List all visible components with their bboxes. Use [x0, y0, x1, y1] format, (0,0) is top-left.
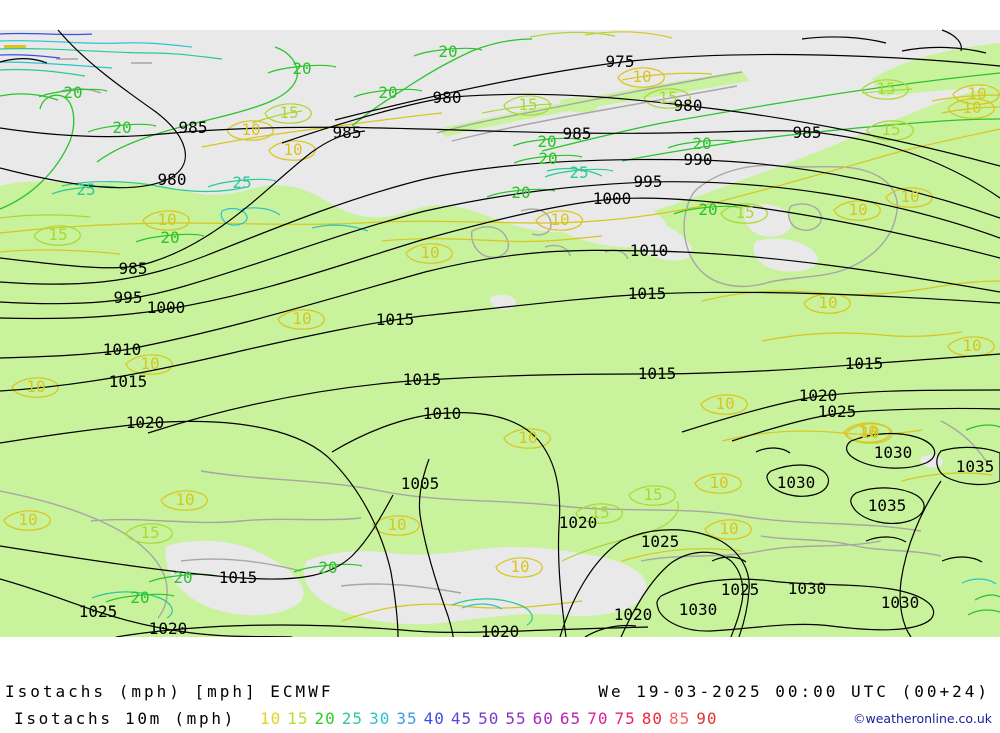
- isotach-contour: [495, 557, 543, 578]
- isotach-contour: [353, 88, 423, 98]
- isotach-contour: [207, 178, 277, 188]
- isotach-contour: [845, 423, 893, 444]
- isotach-contour: [267, 64, 337, 74]
- legend-scale-value: 35: [396, 709, 418, 728]
- isotach-contour: [866, 120, 914, 141]
- isotach-contour: [720, 203, 768, 224]
- isotach-contour: [833, 200, 881, 221]
- isotach-contour: [264, 103, 312, 124]
- isotach-contour: [135, 233, 205, 243]
- isotach-contour: [700, 394, 748, 415]
- isotach-blobs: [3, 47, 1000, 603]
- product-title: Isotachs (mph) [mph] ECMWF: [5, 682, 334, 701]
- legend-scale-value: 45: [450, 709, 473, 728]
- isotach-contour: [503, 95, 551, 116]
- calm-holes: [165, 186, 944, 625]
- isotach-contour: [513, 154, 583, 164]
- isotach-contour: [861, 79, 909, 100]
- legend-scale-value: 10: [260, 709, 282, 728]
- isotach-contour: [952, 84, 1000, 105]
- isotach-contour: [277, 309, 325, 330]
- isotach-contour: [413, 47, 483, 57]
- isotach-lines-25: [0, 47, 603, 626]
- legend-scale-value: 80: [641, 709, 663, 728]
- isotach-contour: [643, 88, 691, 109]
- isotach-contour: [535, 210, 583, 231]
- isotach-contour: [11, 377, 59, 398]
- isotach-contour: [226, 120, 274, 141]
- isotach-lines-35: [0, 32, 93, 59]
- legend-scale-value: 70: [587, 709, 609, 728]
- isotach-lines-30: [0, 39, 997, 610]
- legend-scale-value: 75: [614, 709, 636, 728]
- legend-scale-value: 65: [559, 709, 582, 728]
- weather-map: 975 980 980 980 985 985 985 985 990 995 1000 985 995…: [0, 29, 1000, 640]
- legend-scale-value: 25: [341, 709, 364, 728]
- weather-map-svg: [0, 29, 1000, 637]
- isotach-contour: [544, 168, 614, 178]
- isotach-contour: [947, 98, 995, 119]
- isotach-contour: [667, 139, 737, 149]
- isotach-contour: [694, 473, 742, 494]
- isotach-contour: [503, 428, 551, 449]
- legend-scale-value: 30: [369, 709, 391, 728]
- legend-scale-value: 85: [668, 709, 691, 728]
- isotach-contour: [885, 187, 933, 208]
- valid-datetime: We 19-03-2025 00:00 UTC (00+24): [598, 682, 990, 701]
- isotach-contour: [575, 503, 623, 524]
- isobar-lines: [0, 29, 1000, 637]
- legend-scale-value: 20: [314, 709, 336, 728]
- legend-scale-value: 90: [696, 709, 718, 728]
- isotach-contour: [617, 67, 665, 88]
- isotach-contour: [160, 490, 208, 511]
- isotach-contour: [704, 519, 752, 540]
- isotach-contour: [947, 336, 995, 357]
- isotach-contour: [372, 515, 420, 536]
- isotach-contour: [87, 123, 157, 133]
- isotach-contour: [293, 563, 363, 573]
- legend-scale-value: 60: [532, 709, 554, 728]
- isotach-contour: [38, 88, 108, 98]
- isotach-contour: [33, 225, 81, 246]
- isotach-contour: [673, 205, 743, 215]
- isotach-contour: [512, 137, 582, 147]
- legend-scale-value: 15: [287, 709, 309, 728]
- legend-scale-value: 40: [423, 709, 445, 728]
- isotach-contour: [105, 593, 175, 603]
- isotach-lines-20: [0, 38, 1000, 616]
- isotach-contour: [628, 485, 676, 506]
- isotach-lines-10: [0, 31, 1000, 622]
- layer-title: Isotachs 10m (mph): [14, 709, 236, 728]
- copyright-text: ©weatheronline.co.uk: [853, 711, 992, 726]
- legend-scale: 10 15 20 25 30 35 40 45 50 55 60 65 70 75 80 85 90: [260, 709, 718, 728]
- legend-scale-value: 55: [505, 709, 527, 728]
- isotach-contour: [142, 210, 190, 231]
- isotach-contour: [3, 510, 51, 531]
- isotach-contour: [125, 523, 173, 544]
- legend-scale-value: 50: [478, 709, 500, 728]
- isotach-contour: [405, 243, 453, 264]
